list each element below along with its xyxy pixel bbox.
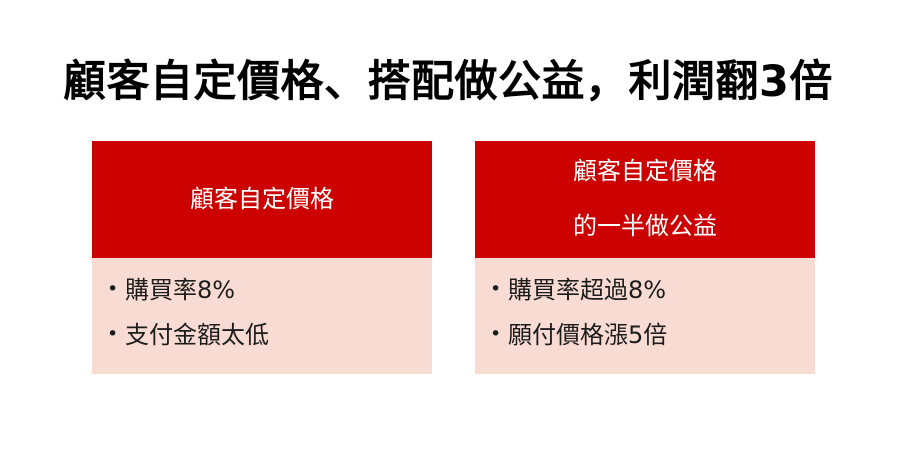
bullet-text: 購買率8% (125, 276, 236, 304)
card-pwyw: 顧客自定價格 • 購買率8% • 支付金額太低 (92, 141, 432, 374)
bullet-icon: • (107, 323, 119, 346)
list-item: • 支付金額太低 (107, 320, 424, 350)
card-pwyw-charity: 顧客自定價格 的一半做公益 • 購買率超過8% • 願付價格漲5倍 (475, 141, 815, 374)
card-pwyw-charity-body: • 購買率超過8% • 願付價格漲5倍 (475, 258, 815, 374)
slide-title: 顧客自定價格、搭配做公益，利潤翻3倍 (63, 56, 833, 107)
bullet-icon: • (490, 323, 502, 346)
card-pwyw-charity-header: 顧客自定價格 的一半做公益 (475, 141, 815, 258)
card-header-line: 顧客自定價格 (573, 157, 717, 186)
bullet-text: 支付金額太低 (125, 321, 269, 349)
cards-row: 顧客自定價格 • 購買率8% • 支付金額太低 顧客自定價格 的一半做公益 (92, 141, 815, 374)
bullet-text: 願付價格漲5倍 (508, 321, 668, 349)
bullet-icon: • (107, 278, 119, 301)
bullet-text: 購買率超過8% (508, 276, 667, 304)
card-pwyw-body: • 購買率8% • 支付金額太低 (92, 258, 432, 374)
card-pwyw-header: 顧客自定價格 (92, 141, 432, 258)
card-header-line: 的一半做公益 (573, 212, 717, 240)
list-item: • 購買率8% (107, 275, 424, 305)
bullet-icon: • (490, 278, 502, 301)
list-item: • 購買率超過8% (490, 275, 807, 305)
card-header-line: 顧客自定價格 (190, 184, 334, 213)
list-item: • 願付價格漲5倍 (490, 320, 807, 350)
